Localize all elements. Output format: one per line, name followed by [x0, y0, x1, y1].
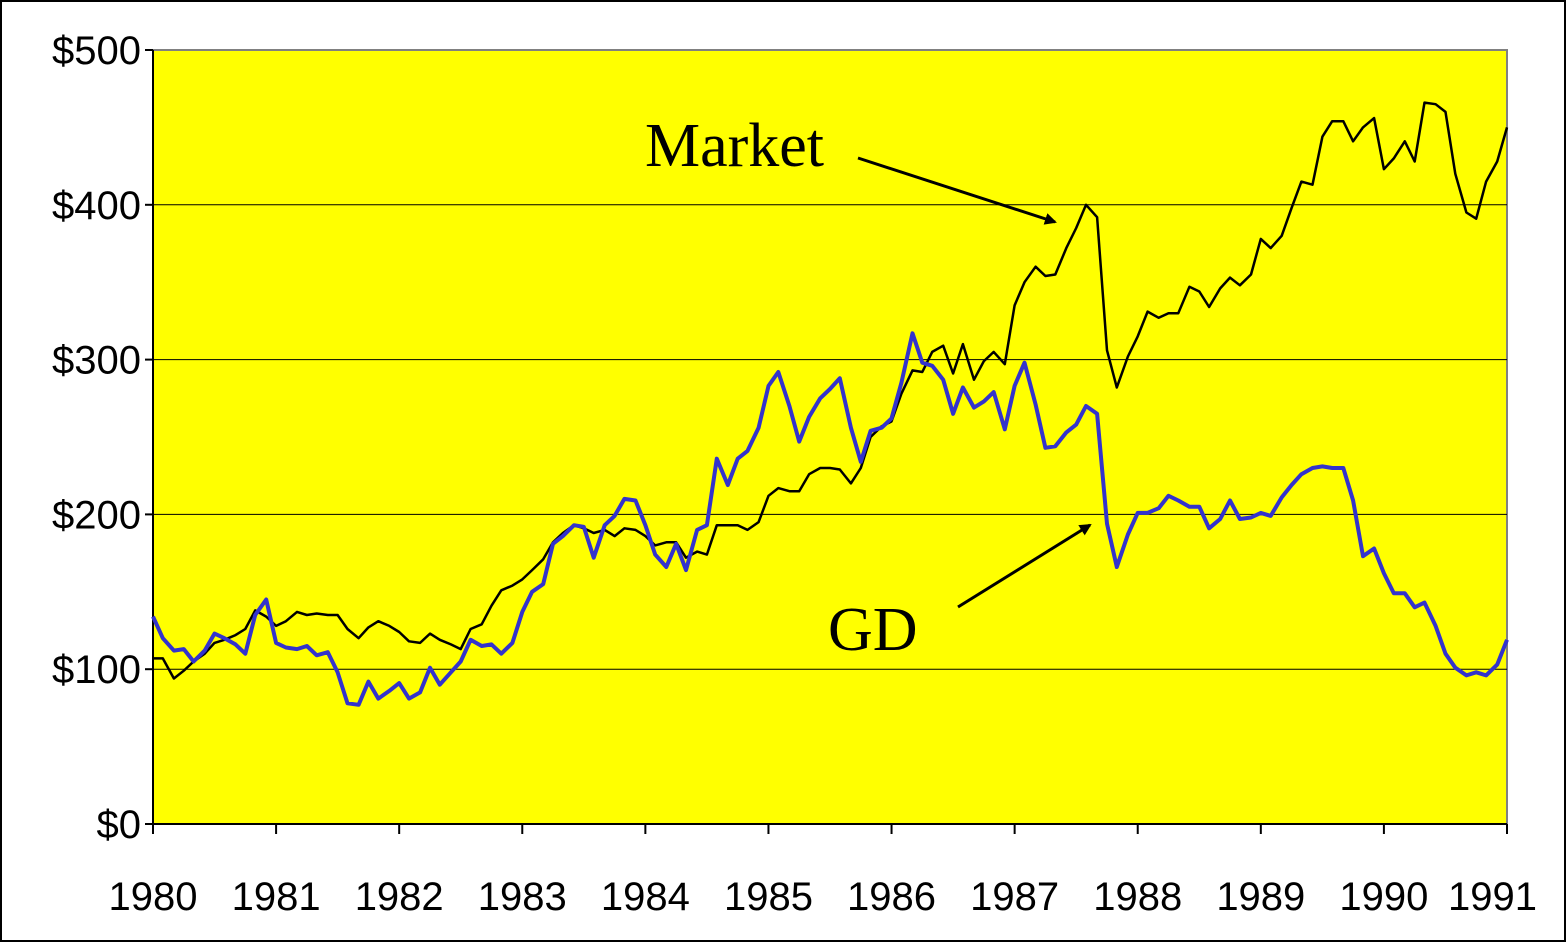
- annotation-gd-label: GD: [828, 596, 918, 664]
- series-line-gd: [151, 331, 1509, 707]
- x-tick-label: 1982: [355, 875, 444, 919]
- x-tick-label: 1989: [1216, 875, 1305, 919]
- y-tick-label: $500: [52, 29, 141, 73]
- x-tick-label: 1980: [109, 875, 198, 919]
- y-tick-label: $400: [52, 184, 141, 228]
- y-tick-label: $200: [52, 493, 141, 537]
- axes: [145, 49, 1508, 834]
- annotation-market-label: Market: [645, 112, 824, 180]
- x-tick-label: 1991: [1448, 875, 1537, 919]
- y-axis-tick-labels: $0 $100 $200 $300 $400 $500: [52, 29, 141, 847]
- series-line-market: [153, 101, 1509, 680]
- y-tick-label: $300: [52, 339, 141, 383]
- x-tick-label: 1987: [970, 875, 1059, 919]
- annotation-market-arrow: [857, 156, 1057, 225]
- plot-area: [152, 49, 1508, 825]
- y-tick-label: $100: [52, 648, 141, 692]
- x-tick-label: 1985: [724, 875, 813, 919]
- x-axis-tick-labels: 1980 1981 1982 1983 1984 1985 1986 1987 1988 1989…: [109, 875, 1537, 919]
- y-tick-label: $0: [97, 803, 142, 847]
- x-tick-label: 1990: [1339, 875, 1428, 919]
- x-tick-label: 1984: [601, 875, 690, 919]
- x-tick-label: 1981: [232, 875, 321, 919]
- gridlines: [153, 204, 1507, 670]
- series-lines: [151, 101, 1509, 707]
- x-tick-label: 1988: [1093, 875, 1182, 919]
- x-tick-label: 1986: [847, 875, 936, 919]
- annotation-gd-arrow: [957, 523, 1092, 609]
- x-tick-label: 1983: [478, 875, 567, 919]
